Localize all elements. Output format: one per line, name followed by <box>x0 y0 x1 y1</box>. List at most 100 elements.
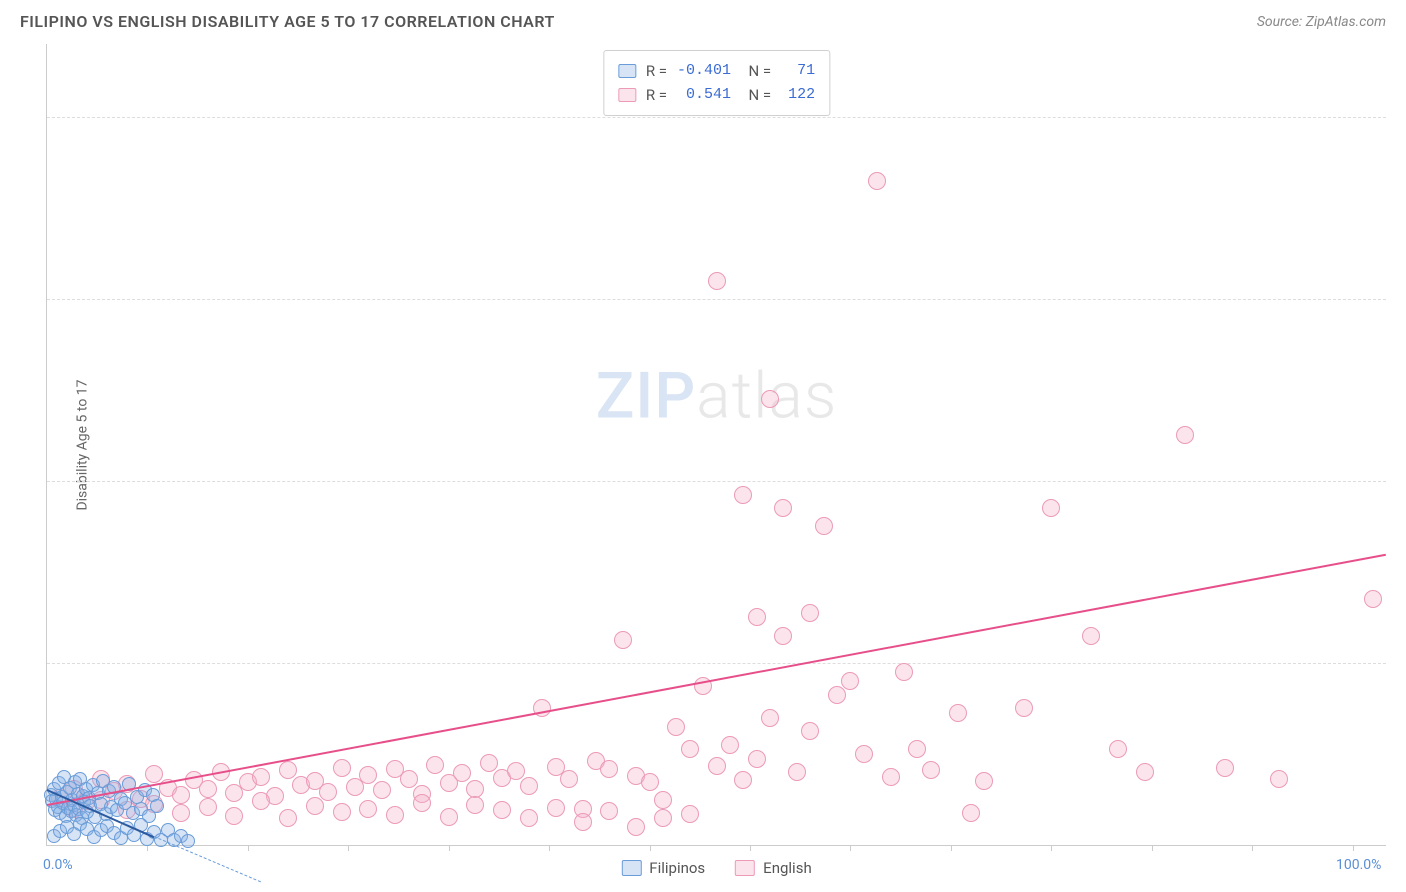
english-point <box>882 768 900 786</box>
english-point <box>748 608 766 626</box>
x-tick <box>650 845 651 851</box>
english-point <box>199 780 217 798</box>
legend-swatch <box>735 860 755 876</box>
english-point <box>225 807 243 825</box>
english-point <box>908 740 926 758</box>
english-point <box>774 499 792 517</box>
english-point <box>801 722 819 740</box>
legend-label: English <box>763 859 812 877</box>
x-tick-label: 0.0% <box>43 857 73 873</box>
x-tick-label: 100.0% <box>1336 857 1381 873</box>
chart-header: FILIPINO VS ENGLISH DISABILITY AGE 5 TO … <box>0 0 1406 39</box>
english-point <box>493 801 511 819</box>
english-point <box>748 750 766 768</box>
english-point <box>922 761 940 779</box>
english-point <box>199 798 217 816</box>
english-point <box>654 809 672 827</box>
english-point <box>333 759 351 777</box>
english-point <box>1270 770 1288 788</box>
english-point <box>681 740 699 758</box>
english-point <box>734 486 752 504</box>
stats-row-filipinos: R = -0.401 N = 71 <box>618 59 815 83</box>
trend-line-extrapolated <box>154 836 261 882</box>
x-tick <box>248 845 249 851</box>
legend-item-filipinos: Filipinos <box>621 859 705 877</box>
english-point <box>828 686 846 704</box>
stats-row-english: R =0.541 N =122 <box>618 83 815 107</box>
english-point <box>373 781 391 799</box>
x-tick <box>1353 845 1354 851</box>
english-point <box>1042 499 1060 517</box>
english-point <box>386 806 404 824</box>
english-point <box>440 808 458 826</box>
english-point <box>480 754 498 772</box>
watermark-zip: ZIP <box>596 359 697 434</box>
english-point <box>708 272 726 290</box>
stats-n-value: 122 <box>781 83 815 107</box>
english-point <box>359 800 377 818</box>
english-point <box>962 804 980 822</box>
english-point <box>641 773 659 791</box>
english-point <box>801 604 819 622</box>
english-point <box>1136 763 1154 781</box>
stats-n-value: 71 <box>781 59 815 83</box>
english-point <box>761 709 779 727</box>
english-point <box>868 172 886 190</box>
english-point <box>841 672 859 690</box>
english-point <box>560 770 578 788</box>
legend-label: Filipinos <box>649 859 705 877</box>
english-point <box>574 813 592 831</box>
english-point <box>453 764 471 782</box>
x-tick <box>1252 845 1253 851</box>
english-point <box>359 766 377 784</box>
x-tick <box>449 845 450 851</box>
english-point <box>400 770 418 788</box>
english-point <box>1015 699 1033 717</box>
english-point <box>774 627 792 645</box>
stats-n-label: N = <box>741 59 771 83</box>
english-point <box>252 768 270 786</box>
english-point <box>667 718 685 736</box>
english-point <box>788 763 806 781</box>
english-point <box>708 757 726 775</box>
english-point <box>721 736 739 754</box>
stats-r-label: R = <box>646 59 667 83</box>
english-point <box>627 818 645 836</box>
filipinos-point <box>150 799 164 813</box>
english-point <box>855 745 873 763</box>
english-point <box>734 771 752 789</box>
english-point <box>520 809 538 827</box>
gridline-horizontal <box>47 663 1386 664</box>
legend-item-english: English <box>735 859 812 877</box>
stats-legend-box: R =-0.401 N =71R =0.541 N =122 <box>603 50 830 116</box>
english-point <box>252 792 270 810</box>
english-point <box>1082 627 1100 645</box>
english-point <box>761 390 779 408</box>
scatter-chart: Disability Age 5 to 17 ZIPatlas R =-0.40… <box>46 44 1386 846</box>
x-tick <box>1051 845 1052 851</box>
x-tick <box>750 845 751 851</box>
english-point <box>1364 590 1382 608</box>
legend-swatch <box>621 860 641 876</box>
gridline-horizontal <box>47 481 1386 482</box>
x-tick <box>348 845 349 851</box>
english-point <box>279 761 297 779</box>
gridline-horizontal <box>47 299 1386 300</box>
chart-title: FILIPINO VS ENGLISH DISABILITY AGE 5 TO … <box>20 12 555 31</box>
stats-n-label: N = <box>741 83 771 107</box>
x-tick <box>1152 845 1153 851</box>
english-point <box>172 786 190 804</box>
english-point <box>413 794 431 812</box>
filipinos-point <box>181 834 195 848</box>
watermark: ZIPatlas <box>596 359 838 434</box>
x-tick <box>850 845 851 851</box>
stats-swatch <box>618 64 636 78</box>
x-tick <box>147 845 148 851</box>
english-point <box>520 777 538 795</box>
english-point <box>654 791 672 809</box>
english-point <box>426 756 444 774</box>
english-point <box>507 762 525 780</box>
stats-r-label: R = <box>646 83 667 107</box>
english-point <box>949 704 967 722</box>
stats-r-value: -0.401 <box>677 59 731 83</box>
